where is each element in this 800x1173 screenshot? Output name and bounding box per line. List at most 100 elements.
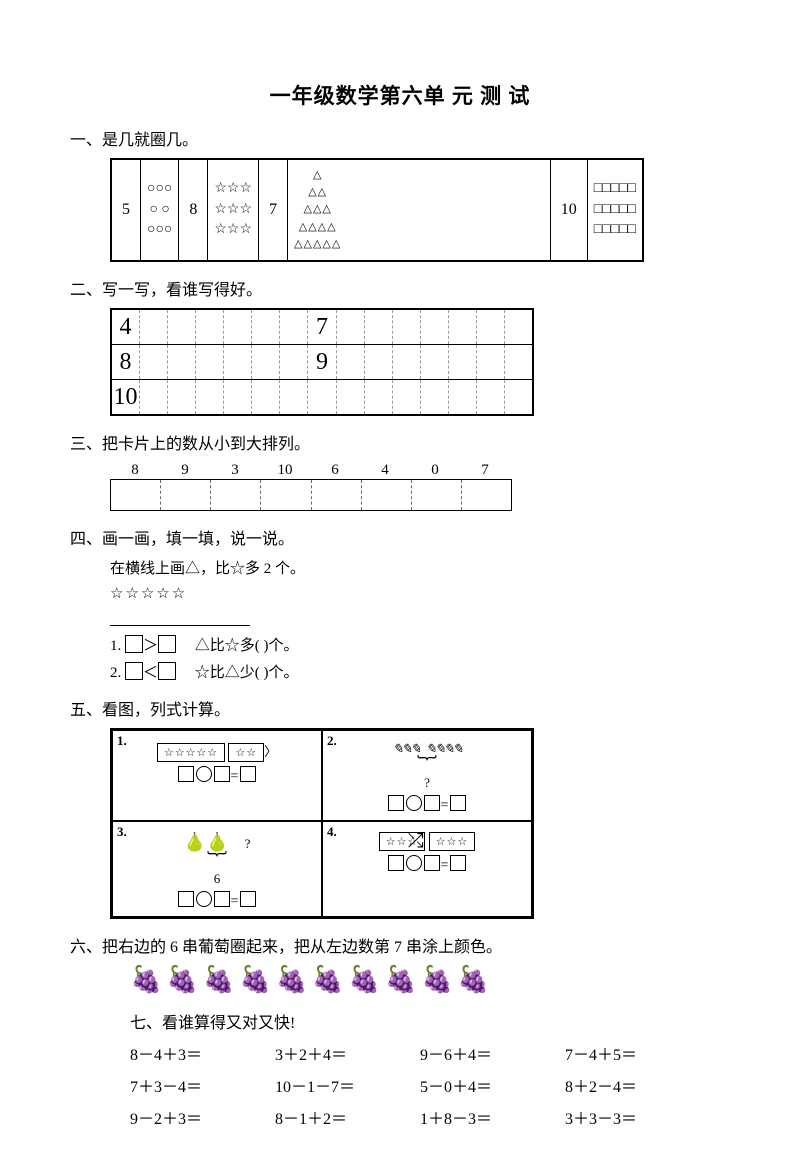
q2-cell: [140, 380, 168, 414]
q2-cell: [280, 345, 308, 379]
q3-box: [261, 480, 311, 510]
q4-stars: ☆☆☆☆☆: [110, 584, 730, 603]
q2-cell: [252, 345, 280, 379]
q2-cell: [280, 380, 308, 414]
brace-icon: ︸: [207, 857, 227, 867]
q7-problem: 3＋2＋4＝: [275, 1041, 420, 1065]
question-6: 六、把右边的 6 串葡萄圈起来，把从左边数第 7 串涂上颜色。 🍇🍇🍇🍇🍇🍇🍇🍇…: [70, 933, 730, 995]
q2-cell: [477, 380, 505, 414]
q7-problem: 7－4＋5＝: [565, 1041, 710, 1065]
box-icon: [125, 662, 143, 680]
q7-problem: 10－1－7＝: [275, 1073, 420, 1097]
q1-shapes-1: ○○○ ○ ○ ○○○: [147, 181, 172, 239]
q2-cell: [337, 380, 365, 414]
q3-box: [211, 480, 261, 510]
q7-grid: 8－4＋3＝3＋2＋4＝9－6＋4＝7－4＋5＝7＋3－4＝10－1－7＝5－0…: [130, 1041, 730, 1129]
box-icon: [158, 635, 176, 653]
q2-cell: [168, 345, 196, 379]
question-2: 二、写一写，看谁写得好。 478910: [70, 276, 730, 416]
q2-cell: [365, 380, 393, 414]
q2-cell: [337, 345, 365, 379]
q1-num-2: 8: [185, 201, 201, 219]
q6-grapes: 🍇🍇🍇🍇🍇🍇🍇🍇🍇🍇: [130, 965, 730, 995]
page-title: 一年级数学第六单 元 测 试: [70, 80, 730, 110]
q3-number: 4: [360, 462, 410, 479]
q2-cell: [365, 310, 393, 344]
q2-cell: [421, 380, 449, 414]
q3-number: 6: [310, 462, 360, 479]
q2-cell: [140, 310, 168, 344]
q5-panel-4: 4. ☆☆☆ ⤮ ☆☆☆ =: [322, 821, 532, 917]
question-7: 七、看谁算得又对又快! 8－4＋3＝3＋2＋4＝9－6＋4＝7－4＋5＝7＋3－…: [130, 1009, 730, 1129]
box-icon: [125, 635, 143, 653]
q2-cell: [168, 310, 196, 344]
q2-cell: [252, 380, 280, 414]
q2-cell: [477, 310, 505, 344]
q3-box: [312, 480, 362, 510]
q1-shapes-2: ☆☆☆ ☆☆☆ ☆☆☆: [214, 181, 252, 239]
q1-table: 5 ○○○ ○ ○ ○○○ 8 ☆☆☆ ☆☆☆ ☆☆☆ 7 △ △△ △△△ △…: [110, 158, 644, 262]
q2-cell: [196, 345, 224, 379]
q4-compare-2: 2. ＜ ☆比△少( )个。: [110, 661, 730, 682]
q5-panel-3: 3. 🍐🍐 ? ︸ 6 =: [112, 821, 322, 917]
q7-problem: 8＋2－4＝: [565, 1073, 710, 1097]
q3-box: [111, 480, 161, 510]
q2-cell: [365, 345, 393, 379]
q2-cell: [337, 310, 365, 344]
pear-icon: 🍐🍐: [184, 832, 229, 852]
q1-num-1: 5: [118, 201, 134, 219]
q2-cell: 7: [308, 310, 336, 344]
q2-cell: [449, 345, 477, 379]
q2-cell: [168, 380, 196, 414]
q2-cell: [308, 380, 336, 414]
q7-problem: 7＋3－4＝: [130, 1073, 275, 1097]
q1-shapes-4: □□□□□ □□□□□ □□□□□: [594, 181, 636, 239]
q7-title: 七、看谁算得又对又快!: [130, 1009, 730, 1033]
q2-cell: 4: [112, 310, 140, 344]
q2-cell: [505, 310, 532, 344]
q2-cell: 8: [112, 345, 140, 379]
q1-shapes-3: △ △△ △△△ △△△△ △△△△△: [294, 169, 341, 251]
q3-box: [462, 480, 511, 510]
q7-problem: 8－1＋2＝: [275, 1105, 420, 1129]
q2-title: 二、写一写，看谁写得好。: [70, 276, 730, 300]
q3-number: 7: [460, 462, 510, 479]
q3-number: 3: [210, 462, 260, 479]
q2-cell: [393, 345, 421, 379]
question-3: 三、把卡片上的数从小到大排列。 893106407: [70, 430, 730, 511]
q2-cell: [393, 380, 421, 414]
q7-problem: 3＋3－3＝: [565, 1105, 710, 1129]
q2-cell: [252, 310, 280, 344]
q2-cell: [421, 345, 449, 379]
q2-cell: [421, 310, 449, 344]
box-icon: [158, 662, 176, 680]
q2-cell: [196, 310, 224, 344]
q2-cell: [505, 345, 532, 379]
q2-cell: [140, 345, 168, 379]
brace-icon: ︸: [417, 761, 437, 771]
q2-cell: [224, 345, 252, 379]
q4-compare-1: 1. ＞ △比☆多( )个。: [110, 634, 730, 655]
q1-title: 一、是几就圈几。: [70, 126, 730, 150]
q3-box: [362, 480, 412, 510]
q5-figure: 1. ☆☆☆☆☆ ☆☆〉 = 2. ✎✎✎ ✎✎✎✎ ︸ ? =: [110, 728, 534, 919]
q2-cell: [196, 380, 224, 414]
q3-number: 9: [160, 462, 210, 479]
q3-title: 三、把卡片上的数从小到大排列。: [70, 430, 730, 454]
q2-cell: [224, 380, 252, 414]
q3-number: 0: [410, 462, 460, 479]
q5-panel-1: 1. ☆☆☆☆☆ ☆☆〉 =: [112, 730, 322, 821]
question-5: 五、看图，列式计算。 1. ☆☆☆☆☆ ☆☆〉 = 2. ✎✎✎ ✎✎✎✎ ︸ …: [70, 696, 730, 919]
q2-cell: [224, 310, 252, 344]
q5-title: 五、看图，列式计算。: [70, 696, 730, 720]
q6-title: 六、把右边的 6 串葡萄圈起来，把从左边数第 7 串涂上颜色。: [70, 933, 730, 957]
q2-cell: [505, 380, 532, 414]
q7-problem: 1＋8－3＝: [420, 1105, 565, 1129]
q7-problem: 9－2＋3＝: [130, 1105, 275, 1129]
q3-box: [161, 480, 211, 510]
q4-answer-line: [110, 609, 250, 626]
q2-cell: [449, 380, 477, 414]
q3-number: 8: [110, 462, 160, 479]
q2-cell: [280, 310, 308, 344]
q1-num-3: 7: [265, 201, 281, 219]
